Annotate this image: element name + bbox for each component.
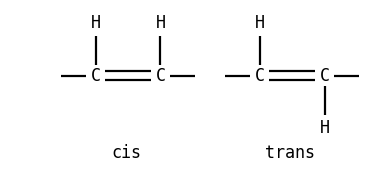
Text: H: H — [255, 14, 265, 32]
Text: H: H — [320, 119, 330, 137]
Text: trans: trans — [265, 144, 315, 162]
Text: C: C — [91, 67, 100, 85]
Text: C: C — [255, 67, 265, 85]
Text: C: C — [155, 67, 165, 85]
Text: C: C — [320, 67, 330, 85]
Text: cis: cis — [111, 144, 141, 162]
Text: H: H — [155, 14, 165, 32]
Text: H: H — [91, 14, 100, 32]
